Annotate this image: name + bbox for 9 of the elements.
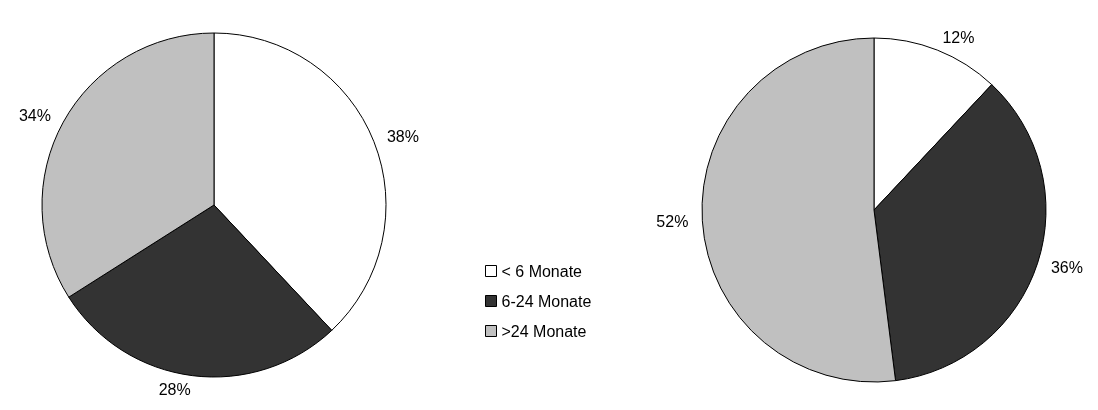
legend-label: >24 Monate: [501, 322, 587, 340]
data-label: 28%: [158, 381, 191, 399]
data-label: 34%: [18, 106, 52, 124]
legend-label: 6-24 Monate: [501, 292, 592, 310]
data-label: 12%: [942, 28, 975, 46]
data-label: 52%: [656, 213, 689, 231]
legend-label: < 6 Monate: [501, 262, 583, 280]
data-label: 38%: [386, 128, 419, 146]
data-label: 36%: [1050, 258, 1083, 276]
